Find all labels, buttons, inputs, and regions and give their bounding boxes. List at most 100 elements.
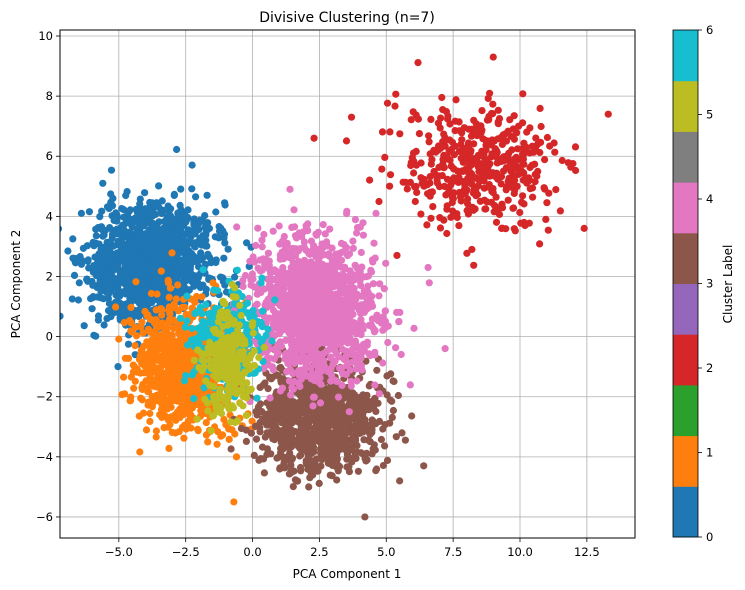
data-point (159, 329, 167, 337)
data-point (510, 135, 518, 143)
data-point (130, 253, 138, 261)
data-point (552, 186, 560, 194)
data-point (347, 282, 355, 290)
data-point (131, 342, 139, 350)
data-point (153, 346, 161, 354)
data-point (335, 408, 344, 416)
data-point (132, 332, 141, 340)
data-point (76, 253, 84, 261)
data-point (349, 438, 357, 446)
data-point (92, 225, 100, 233)
data-point (478, 147, 486, 155)
data-point (370, 239, 378, 247)
data-point (153, 245, 161, 253)
data-point (386, 396, 394, 404)
data-point (165, 331, 173, 339)
data-point (179, 220, 187, 228)
data-point (288, 409, 297, 417)
data-point (171, 303, 179, 311)
data-point (529, 193, 537, 201)
data-point (176, 201, 184, 209)
data-point (465, 170, 473, 178)
data-point (464, 200, 472, 208)
data-point (99, 232, 107, 240)
data-point (264, 249, 272, 257)
data-point (486, 89, 494, 97)
data-point (113, 263, 121, 271)
data-point (192, 193, 200, 201)
data-point (172, 230, 180, 238)
data-point (510, 189, 518, 197)
data-point (135, 355, 144, 364)
data-point (190, 230, 198, 238)
data-point (93, 293, 101, 301)
data-point (138, 214, 147, 223)
data-point (202, 228, 210, 236)
data-point (437, 114, 445, 122)
data-point (543, 199, 551, 207)
data-point (224, 245, 232, 253)
data-point (182, 241, 190, 249)
data-point (440, 163, 448, 172)
data-point (288, 419, 296, 427)
data-point (369, 280, 378, 288)
data-point (531, 160, 539, 168)
data-point (149, 212, 157, 220)
data-point (140, 239, 148, 247)
data-point (318, 435, 326, 443)
data-point (163, 230, 171, 238)
data-point (427, 115, 435, 123)
data-point (194, 425, 202, 433)
data-point (462, 146, 470, 154)
data-point (258, 408, 266, 416)
data-point (60, 312, 64, 320)
data-point (120, 373, 128, 381)
data-point (365, 382, 373, 390)
data-point (158, 311, 166, 319)
data-point (177, 185, 185, 193)
data-point (239, 282, 247, 291)
data-point (504, 196, 512, 204)
data-point (270, 289, 278, 297)
data-point (424, 263, 432, 272)
data-point (276, 415, 284, 423)
data-point (365, 428, 373, 436)
data-point (140, 342, 148, 351)
data-point (172, 215, 180, 223)
data-point (454, 167, 462, 175)
data-point (392, 433, 400, 441)
data-point (483, 158, 491, 166)
data-point (117, 306, 125, 314)
data-point (425, 279, 433, 287)
data-point (145, 231, 153, 239)
data-point (180, 434, 188, 442)
data-point (97, 245, 105, 253)
data-point (417, 210, 425, 218)
data-point (443, 229, 451, 238)
data-point (124, 340, 133, 348)
data-point (225, 435, 233, 443)
data-point (166, 420, 174, 429)
data-point (332, 426, 340, 434)
data-point (392, 90, 400, 98)
data-point (307, 438, 316, 446)
data-point (536, 104, 544, 112)
data-point (153, 353, 161, 361)
data-point (116, 250, 124, 258)
data-point (92, 232, 100, 240)
data-point (269, 435, 277, 443)
data-point (80, 322, 88, 330)
data-point (191, 278, 199, 286)
data-point (279, 264, 287, 272)
data-point (107, 190, 115, 198)
data-point (147, 289, 155, 298)
data-point (520, 200, 528, 208)
data-point (158, 413, 166, 421)
data-point (368, 416, 376, 424)
data-point (122, 217, 131, 225)
data-point (410, 169, 418, 177)
data-point (276, 427, 284, 435)
data-point (158, 197, 166, 205)
data-point (470, 261, 478, 269)
data-point (136, 448, 144, 456)
